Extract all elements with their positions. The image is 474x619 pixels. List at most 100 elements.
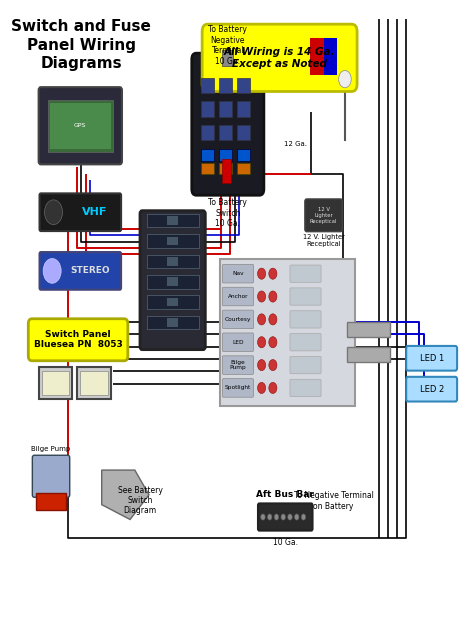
Circle shape [267, 514, 272, 520]
Bar [147, 234, 199, 248]
Text: Anchor: Anchor [228, 294, 248, 299]
Bar [147, 254, 199, 268]
Circle shape [269, 383, 277, 394]
FancyBboxPatch shape [32, 455, 70, 497]
Bar [347, 322, 390, 337]
Text: 12 Ga.: 12 Ga. [284, 141, 307, 147]
Circle shape [257, 383, 265, 394]
Text: To Battery
Switch
10 Ga.: To Battery Switch 10 Ga. [209, 198, 247, 228]
FancyBboxPatch shape [202, 24, 357, 92]
Bar [147, 316, 199, 329]
FancyBboxPatch shape [290, 334, 321, 351]
Bar [201, 102, 214, 117]
FancyBboxPatch shape [28, 319, 128, 361]
Text: All Wiring is 14 Ga.
Except as Noted: All Wiring is 14 Ga. Except as Noted [224, 47, 336, 69]
Text: To Battery
Negative
Terminal
10 Ga.: To Battery Negative Terminal 10 Ga. [209, 25, 247, 66]
Bar [167, 236, 178, 245]
Bar [201, 163, 214, 173]
Bar [167, 257, 178, 266]
Text: Courtesy: Courtesy [225, 317, 251, 322]
Circle shape [257, 337, 265, 348]
Circle shape [261, 514, 265, 520]
Text: See Battery
Switch
Diagram: See Battery Switch Diagram [118, 485, 163, 516]
Text: GPS: GPS [74, 123, 86, 128]
Bar [237, 78, 250, 93]
Circle shape [269, 337, 277, 348]
Circle shape [269, 291, 277, 302]
FancyBboxPatch shape [290, 379, 321, 397]
Bar [219, 163, 232, 173]
FancyBboxPatch shape [406, 346, 457, 371]
FancyBboxPatch shape [306, 25, 341, 88]
Bar [347, 347, 390, 362]
Circle shape [269, 268, 277, 279]
Text: VHF: VHF [82, 207, 107, 217]
FancyBboxPatch shape [39, 252, 121, 290]
Bar [167, 298, 178, 306]
FancyBboxPatch shape [222, 264, 254, 283]
Bar [147, 214, 199, 227]
Text: 10 Ga.: 10 Ga. [273, 538, 298, 547]
Bar [147, 275, 199, 288]
Bar [147, 295, 199, 309]
FancyBboxPatch shape [222, 310, 254, 329]
Bar [42, 371, 69, 395]
Text: Bilge Pump: Bilge Pump [31, 446, 71, 451]
Bar [237, 163, 250, 173]
Text: Spotlight: Spotlight [225, 386, 251, 391]
FancyBboxPatch shape [192, 53, 264, 195]
Bar [219, 125, 232, 141]
Bar [222, 160, 230, 183]
Text: Nav: Nav [232, 271, 244, 276]
Bar [80, 371, 108, 395]
Text: STEREO: STEREO [70, 266, 109, 275]
Text: Switch and Fuse
Panel Wiring
Diagrams: Switch and Fuse Panel Wiring Diagrams [11, 19, 151, 71]
FancyBboxPatch shape [258, 503, 312, 530]
Bar [237, 125, 250, 141]
Circle shape [288, 514, 292, 520]
FancyBboxPatch shape [222, 379, 254, 397]
Bar [222, 50, 233, 66]
Bar [310, 38, 324, 75]
FancyBboxPatch shape [39, 87, 122, 165]
Bar [219, 102, 232, 117]
FancyBboxPatch shape [220, 259, 355, 407]
Text: 12 V
Lighter
Receptical: 12 V Lighter Receptical [310, 207, 337, 223]
Bar [201, 125, 214, 141]
FancyBboxPatch shape [222, 333, 254, 352]
Circle shape [281, 514, 285, 520]
Bar [167, 277, 178, 286]
Circle shape [274, 514, 279, 520]
FancyBboxPatch shape [222, 356, 254, 374]
FancyBboxPatch shape [290, 357, 321, 374]
Text: Switch Panel
Bluesea PN  8053: Switch Panel Bluesea PN 8053 [34, 330, 122, 350]
Bar [219, 78, 232, 93]
FancyBboxPatch shape [39, 193, 121, 231]
Bar [324, 38, 337, 75]
FancyBboxPatch shape [222, 287, 254, 306]
Polygon shape [102, 470, 149, 519]
Text: LED 1: LED 1 [419, 354, 444, 363]
FancyBboxPatch shape [305, 199, 342, 232]
Circle shape [294, 514, 299, 520]
Circle shape [301, 514, 306, 520]
Bar [39, 367, 73, 399]
Bar [201, 78, 214, 93]
FancyBboxPatch shape [290, 311, 321, 328]
Bar [219, 149, 232, 162]
FancyBboxPatch shape [140, 210, 205, 350]
Text: LED: LED [232, 340, 244, 345]
Circle shape [257, 291, 265, 302]
FancyBboxPatch shape [290, 288, 321, 305]
FancyBboxPatch shape [406, 377, 457, 402]
Text: 12 V. Lighter
Receptical: 12 V. Lighter Receptical [302, 234, 345, 247]
Circle shape [338, 71, 351, 88]
Circle shape [269, 314, 277, 325]
Bar [167, 216, 178, 225]
Bar [167, 318, 178, 327]
Circle shape [43, 259, 61, 284]
Text: To Negative Terminal
on Battery: To Negative Terminal on Battery [294, 491, 374, 511]
Circle shape [257, 268, 265, 279]
Text: Aft Bus Bar: Aft Bus Bar [256, 490, 314, 499]
Circle shape [257, 314, 265, 325]
